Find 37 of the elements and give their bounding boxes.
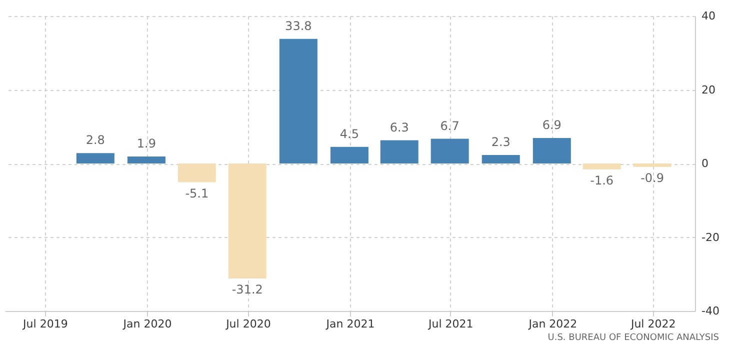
x-tick-label: Jul 2019: [22, 318, 68, 330]
x-tick-label: Jan 2021: [325, 318, 375, 330]
y-tick-label: 20: [702, 83, 716, 96]
bar: [76, 153, 114, 164]
data-label: 2.8: [86, 133, 105, 148]
data-label: 33.8: [285, 18, 312, 33]
data-label: 6.7: [440, 118, 460, 133]
bar: [380, 140, 418, 164]
data-label: 6.3: [390, 120, 409, 134]
bar: [279, 38, 318, 164]
y-tick-label: 0: [702, 157, 708, 170]
data-label: -31.2: [232, 282, 263, 297]
bar: [482, 155, 520, 164]
data-label: -0.9: [640, 170, 664, 185]
y-tick-label: 40: [702, 10, 716, 22]
bar: [532, 138, 571, 164]
bar: [127, 156, 166, 164]
data-label: 2.3: [491, 135, 510, 150]
data-label: 6.9: [542, 118, 562, 132]
data-label: 1.9: [136, 136, 156, 150]
bar: [430, 138, 469, 164]
x-tick-label: Jan 2020: [122, 318, 172, 330]
y-tick-label: -20: [702, 230, 720, 244]
bar: [633, 164, 672, 167]
y-tick-label: -40: [702, 304, 720, 318]
x-tick-label: Jan 2022: [528, 318, 578, 330]
bar: [178, 164, 216, 182]
data-label: 4.5: [340, 126, 359, 141]
bar: [228, 164, 266, 279]
x-tick-label: Jul 2022: [630, 318, 676, 330]
bar: [330, 146, 368, 164]
x-tick-label: Jul 2021: [428, 318, 474, 330]
bar: [582, 164, 621, 170]
text: U.S. BUREAU OF ECONOMIC ANALYSIS: [548, 333, 720, 343]
data-label: -5.1: [185, 186, 209, 200]
x-tick-label: Jul 2020: [225, 318, 271, 330]
data-label: -1.6: [590, 173, 614, 188]
